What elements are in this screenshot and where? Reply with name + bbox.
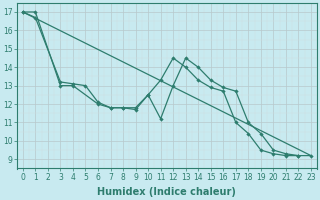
X-axis label: Humidex (Indice chaleur): Humidex (Indice chaleur) <box>98 187 236 197</box>
